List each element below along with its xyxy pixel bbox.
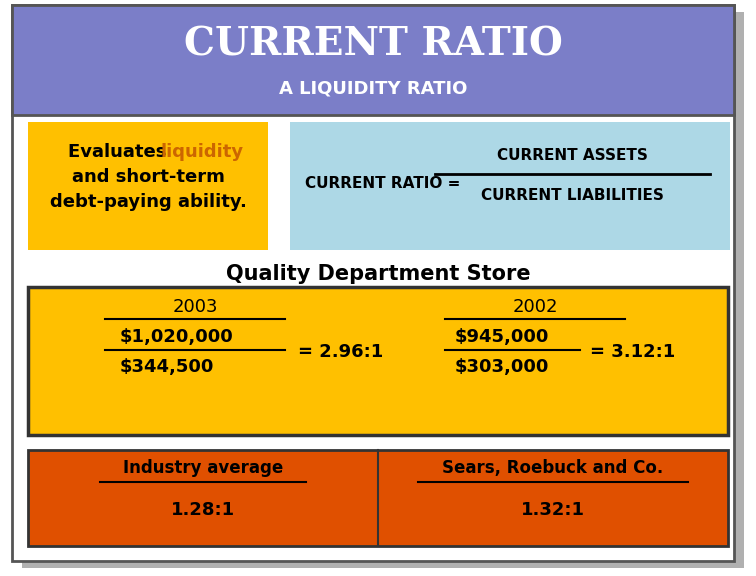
Text: $344,500: $344,500 <box>120 358 215 376</box>
Text: A LIQUIDITY RATIO: A LIQUIDITY RATIO <box>279 79 467 97</box>
Text: CURRENT ASSETS: CURRENT ASSETS <box>497 147 647 162</box>
Bar <box>290 122 730 250</box>
Text: debt-paying ability.: debt-paying ability. <box>50 193 246 211</box>
Text: Evaluates: Evaluates <box>68 143 172 161</box>
Bar <box>28 122 268 250</box>
Text: CURRENT RATIO =: CURRENT RATIO = <box>305 176 466 191</box>
Text: Sears, Roebuck and Co.: Sears, Roebuck and Co. <box>442 459 664 477</box>
Text: 2003: 2003 <box>172 298 218 316</box>
Bar <box>28 287 728 435</box>
Text: 2002: 2002 <box>513 298 558 316</box>
Bar <box>12 5 734 115</box>
Text: = 2.96:1: = 2.96:1 <box>298 343 383 361</box>
Text: liquidity: liquidity <box>160 143 243 161</box>
Text: CURRENT LIABILITIES: CURRENT LIABILITIES <box>481 188 664 203</box>
Text: $1,020,000: $1,020,000 <box>120 328 234 346</box>
Text: 1.28:1: 1.28:1 <box>171 501 235 519</box>
Text: Industry average: Industry average <box>123 459 284 477</box>
Text: 1.32:1: 1.32:1 <box>521 501 585 519</box>
Text: Quality Department Store: Quality Department Store <box>226 264 530 284</box>
Bar <box>28 450 728 546</box>
Text: = 3.12:1: = 3.12:1 <box>590 343 675 361</box>
Text: CURRENT RATIO: CURRENT RATIO <box>184 26 562 64</box>
Text: $945,000: $945,000 <box>455 328 550 346</box>
Text: $303,000: $303,000 <box>455 358 550 376</box>
Text: and short-term: and short-term <box>72 168 225 186</box>
